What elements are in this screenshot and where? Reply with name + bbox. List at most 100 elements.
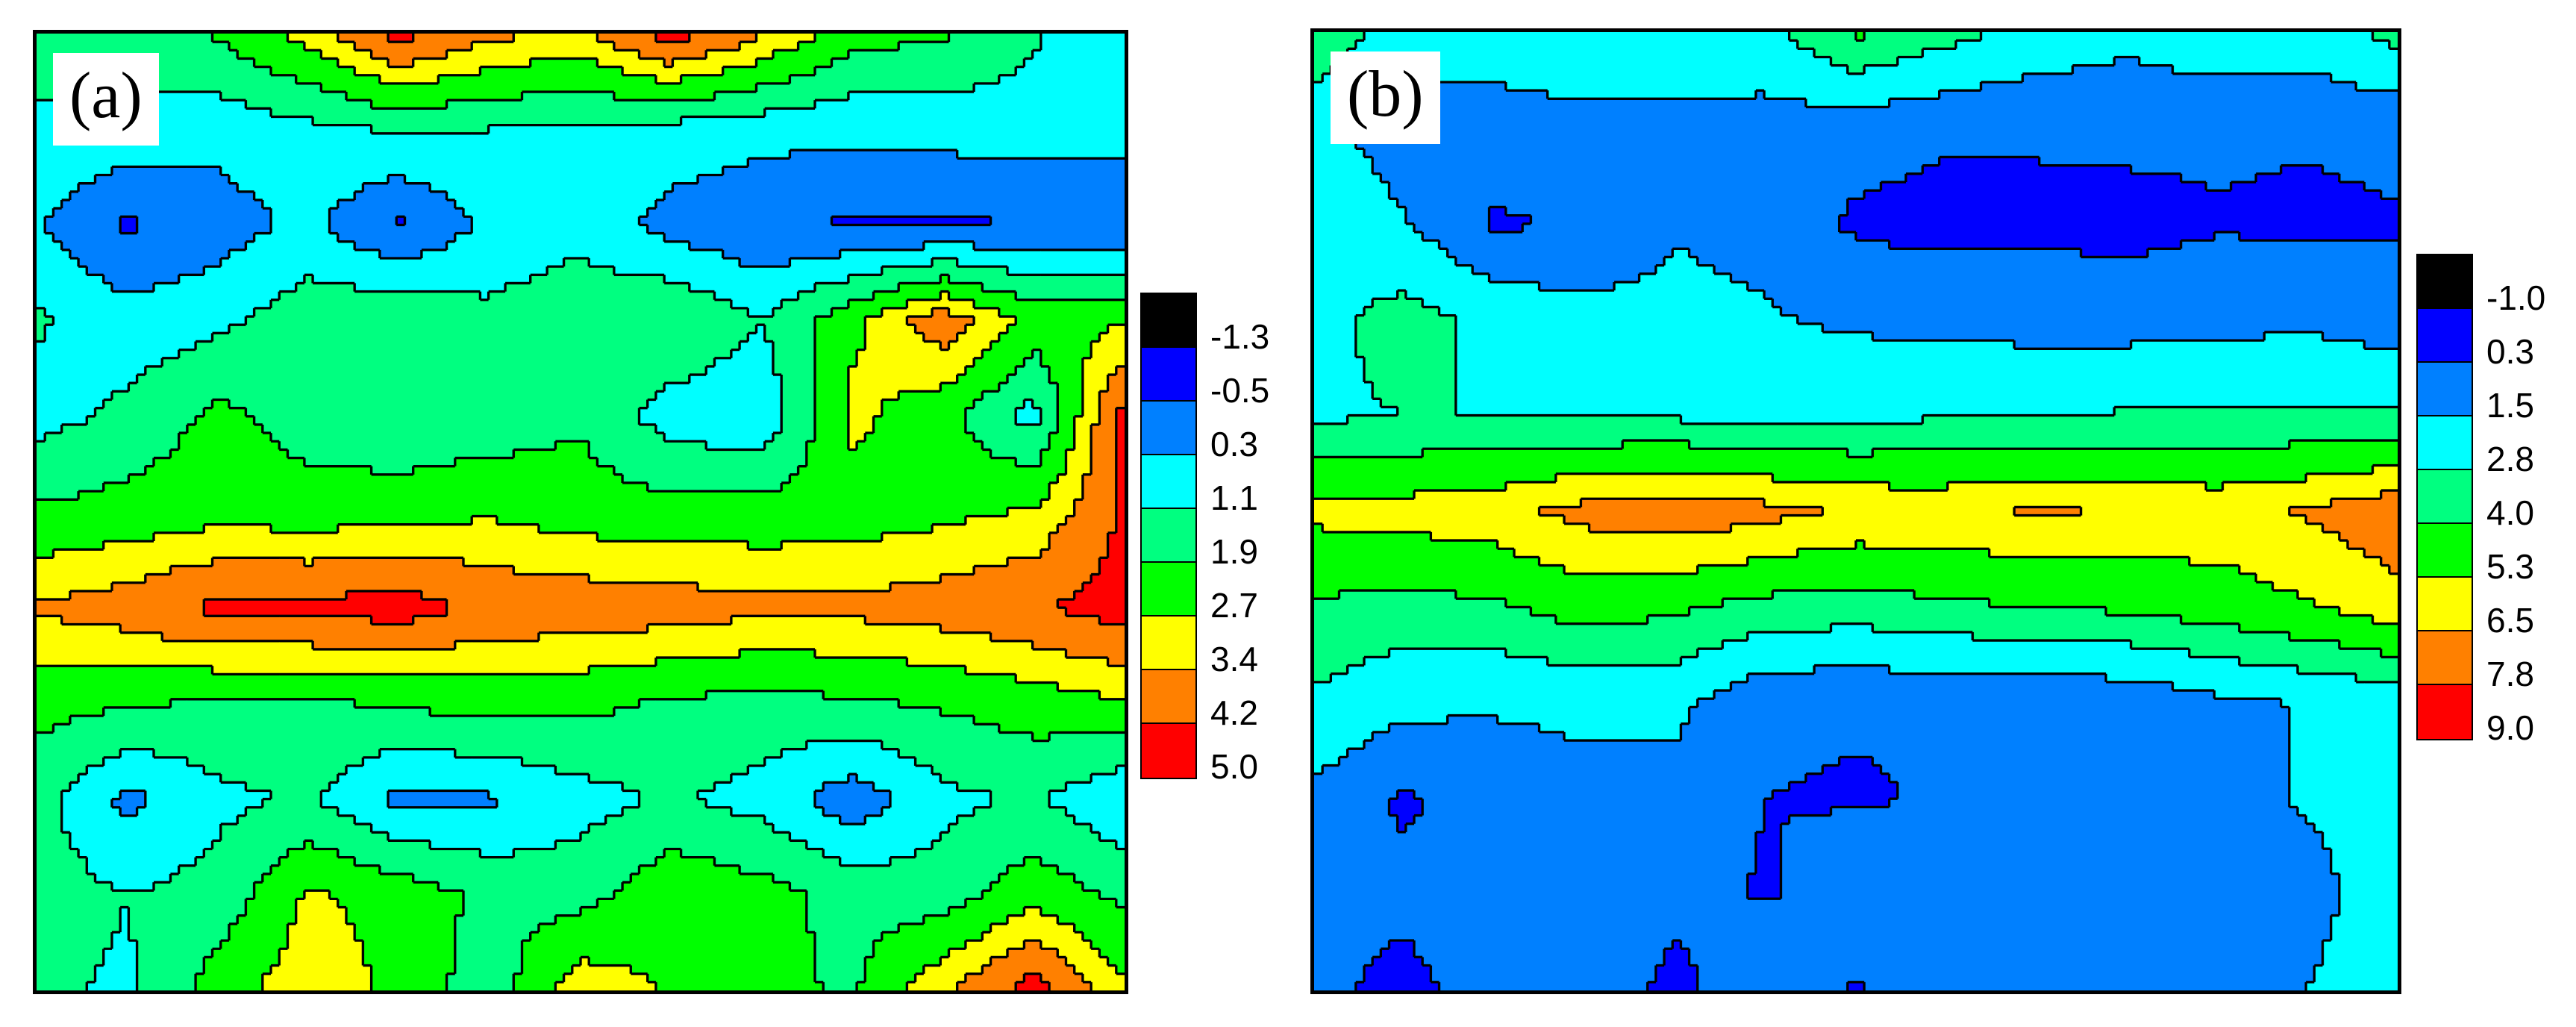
contour-cell	[940, 707, 1125, 717]
contour-cell	[37, 499, 1042, 509]
contour-cell	[37, 566, 172, 575]
contour-cell	[154, 532, 598, 542]
contour-cell	[37, 166, 113, 176]
contour-cell	[1314, 823, 1398, 833]
contour-cell	[881, 408, 966, 417]
contour-cell	[37, 150, 791, 159]
contour-cell	[2364, 549, 2398, 558]
contour-cell	[1847, 199, 2398, 208]
contour-cell	[170, 449, 289, 459]
contour-cell	[898, 749, 1125, 758]
contour-cell	[781, 408, 816, 417]
contour-cell	[815, 965, 866, 975]
contour-cell	[1007, 949, 1058, 958]
contour-cell	[329, 782, 623, 792]
contour-cell	[480, 291, 490, 301]
contour-cell	[764, 108, 1125, 118]
contour-cell	[639, 408, 782, 417]
contour-cell	[1755, 857, 1782, 867]
contour-cell	[228, 931, 289, 941]
contour-cell	[128, 931, 230, 941]
contour-cell	[1697, 565, 2240, 575]
contour-cell	[772, 50, 849, 60]
contour-cell	[1689, 249, 2082, 258]
contour-cell	[772, 824, 950, 833]
contour-cell	[815, 973, 866, 983]
contour-cell	[1040, 973, 1084, 983]
contour-cell	[454, 640, 1034, 650]
colorbar-swatch	[1142, 724, 1195, 778]
contour-cell	[61, 616, 372, 625]
contour-cell	[37, 981, 87, 990]
contour-cell	[1755, 865, 1782, 875]
contour-cell	[1781, 823, 2315, 833]
contour-cell	[613, 466, 799, 475]
contour-cell	[246, 241, 355, 251]
contour-cell	[982, 441, 1050, 451]
contour-cell	[572, 965, 631, 975]
contour-cell	[948, 275, 1125, 284]
contour-cell	[815, 649, 1067, 658]
contour-cell	[948, 291, 1016, 301]
contour-cell	[1455, 323, 1823, 333]
contour-cell	[2214, 231, 2240, 241]
contour-cell	[1314, 665, 1348, 675]
contour-cell	[480, 849, 514, 858]
contour-cell	[271, 208, 331, 217]
contour-cell	[1032, 399, 1058, 409]
contour-cell	[421, 590, 1075, 600]
contour-cell	[1505, 649, 1698, 658]
contour-cell	[2289, 507, 2398, 516]
contour-cell	[1314, 65, 1332, 75]
contour-cell	[1539, 723, 1682, 733]
contour-cell	[1032, 50, 1125, 60]
contour-cell	[898, 923, 992, 933]
contour-cell	[1555, 615, 1648, 625]
contour-cell	[2289, 440, 2398, 449]
contour-cell	[1414, 490, 2382, 499]
contour-cell	[2239, 657, 2398, 667]
contour-cell	[120, 749, 154, 758]
contour-cell	[472, 516, 498, 525]
contour-cell	[1355, 349, 1457, 358]
contour-cell	[1764, 799, 1890, 808]
contour-cell	[1314, 973, 1365, 983]
contour-cell	[178, 433, 272, 442]
contour-cell	[1814, 665, 1890, 675]
contour-cell	[1539, 507, 1823, 516]
contour-cell	[37, 857, 87, 867]
contour-cell	[37, 582, 113, 592]
contour-cell	[815, 931, 883, 941]
contour-cell	[37, 907, 121, 917]
contour-cell	[128, 907, 247, 917]
contour-cell	[45, 308, 255, 317]
contour-cell	[2289, 749, 2398, 758]
contour-cell	[1389, 807, 1423, 817]
contour-cell	[1040, 940, 1092, 949]
contour-cell	[1082, 931, 1125, 941]
contour-cell	[1314, 265, 1473, 275]
contour-cell	[337, 524, 540, 534]
contour-cell	[37, 383, 130, 393]
contour-cell	[790, 882, 992, 891]
contour-cell	[1455, 357, 2398, 366]
contour-cell	[1049, 541, 1109, 550]
contour-cell	[522, 957, 581, 967]
contour-cell	[790, 75, 1000, 84]
contour-cell	[1074, 508, 1117, 517]
contour-cell	[2339, 640, 2398, 649]
contour-cell	[446, 241, 690, 251]
colorbar-tick-label: -0.5	[1210, 371, 1270, 410]
contour-cell	[613, 890, 807, 900]
contour-cell	[1066, 957, 1109, 967]
contour-cell	[1972, 631, 2290, 641]
contour-cell	[1314, 807, 1390, 817]
contour-cell	[37, 766, 87, 775]
contour-cell	[1049, 732, 1125, 742]
contour-cell	[815, 408, 849, 417]
contour-cell	[990, 341, 1092, 351]
contour-cell	[212, 949, 280, 958]
contour-cell	[538, 923, 807, 933]
contour-cell	[1864, 190, 2382, 199]
contour-cell	[37, 632, 163, 642]
